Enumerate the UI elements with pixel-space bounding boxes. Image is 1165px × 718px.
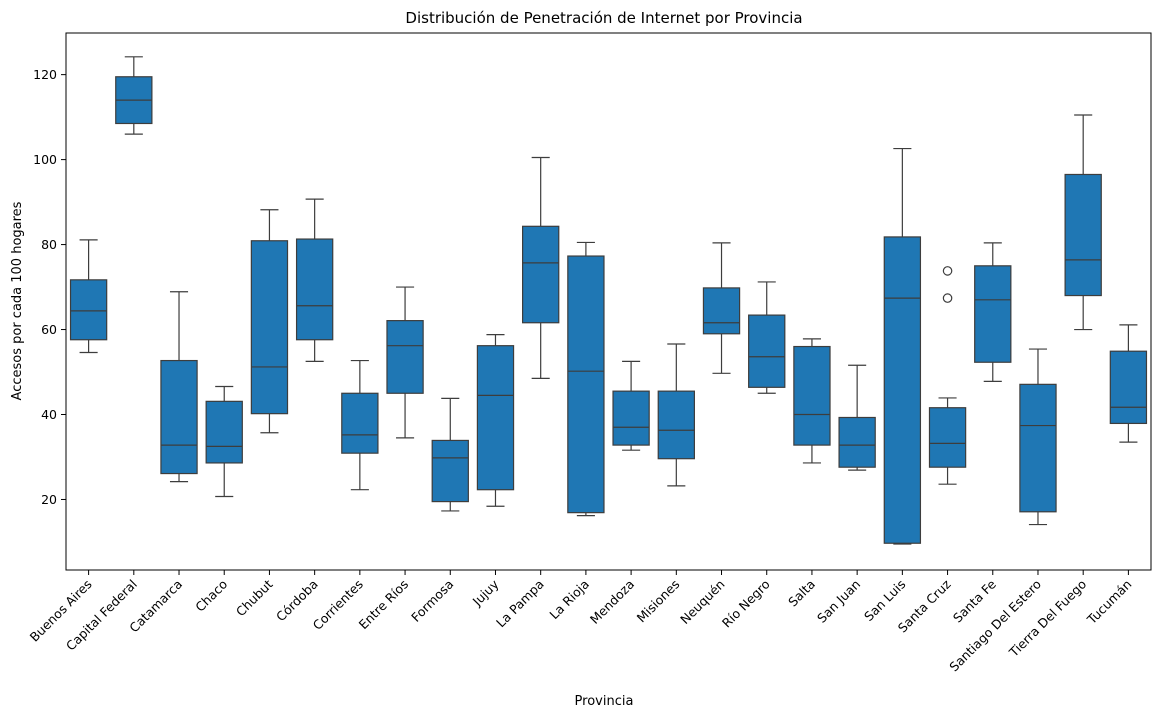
x-tick-label: Formosa [408,577,456,625]
iqr-box [1019,383,1057,513]
x-tick-label: La Rioja [546,577,592,623]
iqr-box [522,225,560,324]
iqr-box [250,240,289,415]
x-tick-label: San Juan [814,577,863,626]
iqr-box [928,407,967,468]
box-17 [793,338,831,464]
box-10 [476,334,515,507]
x-tick-label: Chaco [192,577,230,615]
iqr-box [160,359,198,475]
outlier-point [942,266,953,276]
y-axis-label: Accesos por cada 100 hogares [10,201,25,400]
box-21 [974,242,1012,382]
iqr-box [974,265,1012,363]
box-11 [522,156,560,379]
y-tick-label: 40 [41,407,57,422]
x-tick-label: Mendoza [587,577,637,627]
iqr-box [702,287,741,335]
outlier-point [942,293,953,303]
box-6 [295,198,334,363]
chart-title: Distribución de Penetración de Internet … [405,9,802,27]
box-22 [1019,348,1057,526]
box-15 [702,242,741,374]
box-7 [341,359,379,491]
box-2 [115,56,153,135]
box-23 [1064,114,1102,331]
x-tick-label: Tierra Del Fuego [1005,577,1089,661]
iqr-box [431,439,469,503]
x-tick-label: Jujuy [469,576,502,609]
iqr-box [567,255,605,514]
box-8 [386,286,424,439]
iqr-box [341,392,379,454]
iqr-box [386,320,424,394]
iqr-box [205,400,243,464]
box-1 [69,239,108,354]
x-tick-label: Entre Ríos [356,577,412,633]
box-20 [928,266,967,485]
x-tick-label: Río Negro [719,577,773,631]
x-tick-label: Chubut [233,576,276,619]
iqr-box [748,314,786,388]
box-24 [1109,324,1148,443]
iqr-box [793,345,831,446]
iqr-box [1109,350,1148,425]
box-3 [160,291,198,483]
box-9 [431,397,469,512]
y-tick-label: 20 [41,492,57,507]
box-13 [612,360,650,451]
y-tick-label: 80 [41,237,57,252]
iqr-box [657,390,695,460]
iqr-box [838,416,876,468]
y-tick-label: 120 [33,67,57,82]
box-5 [250,209,289,434]
box-16 [748,281,786,394]
box-18 [838,364,876,471]
iqr-box [295,238,334,341]
box-12 [567,241,605,517]
iqr-box [883,236,922,544]
box-4 [205,385,243,498]
axes-frame [65,32,1152,571]
iqr-box [1064,173,1102,297]
y-tick-label: 100 [33,152,57,167]
iqr-box [69,279,108,341]
x-axis-label: Provincia [575,694,634,709]
box-14 [657,343,695,487]
x-tick-label: Tucumán [1083,577,1134,628]
x-tick-label: La Pampa [493,577,547,631]
iqr-box [612,390,650,446]
y-tick-label: 60 [41,322,57,337]
iqr-box [476,345,515,491]
x-tick-label: Salta [785,577,818,610]
x-tick-label: Misiones [634,577,683,626]
box-19 [883,147,922,545]
